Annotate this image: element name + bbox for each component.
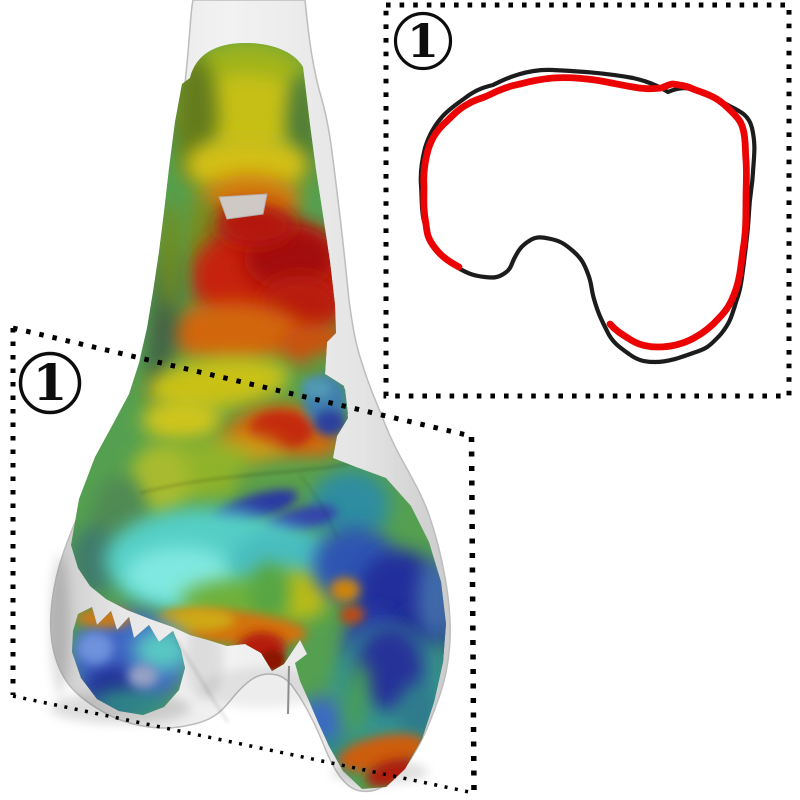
roi-edge-right	[468, 436, 477, 794]
bone-hole-patch	[218, 193, 268, 220]
inset-badge: 1	[393, 11, 453, 71]
roi-edge-top	[12, 325, 472, 439]
inset-border	[383, 2, 792, 399]
notch-seam	[174, 639, 230, 723]
roi-badge-label: 1	[33, 353, 68, 412]
notch-crack	[287, 665, 290, 715]
roi-badge: 1	[18, 351, 82, 415]
result-contour	[420, 74, 750, 351]
roi-plane-outline	[10, 325, 477, 795]
inset-panel: 1	[383, 2, 792, 399]
inset-badge-label: 1	[407, 14, 439, 68]
